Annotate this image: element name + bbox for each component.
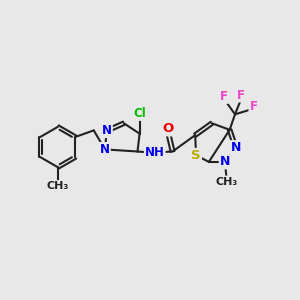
Text: N: N [100,143,110,156]
Text: CH₃: CH₃ [216,176,238,187]
Text: CH₃: CH₃ [47,181,69,191]
Text: NH: NH [145,146,165,159]
Text: F: F [249,100,257,113]
Text: F: F [237,88,245,101]
Text: N: N [220,155,230,168]
Text: O: O [163,122,174,135]
Text: N: N [102,124,112,137]
Text: S: S [191,149,201,162]
Text: N: N [230,141,241,154]
Text: F: F [220,90,228,103]
Text: Cl: Cl [133,107,146,120]
